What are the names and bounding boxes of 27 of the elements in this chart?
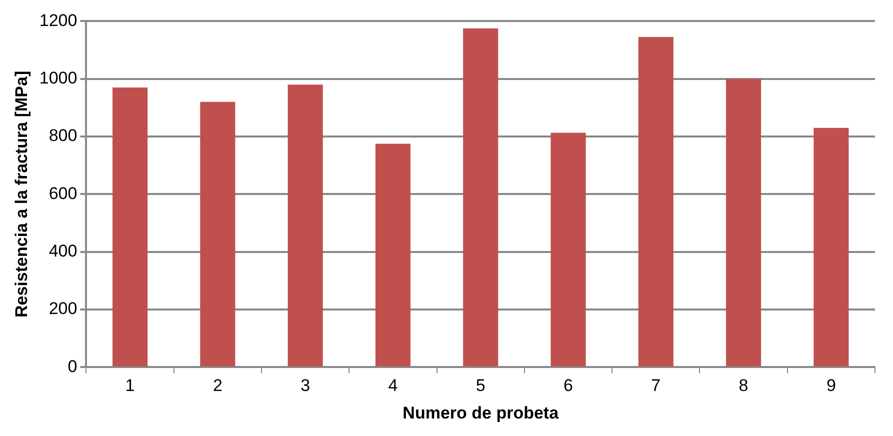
x-tick-label: 1	[125, 376, 135, 396]
x-tick-label: 6	[564, 376, 573, 396]
bar	[638, 37, 674, 366]
x-tick-label: 9	[826, 376, 836, 396]
y-axis-title: Resistencia a la fractura [MPa]	[12, 70, 31, 318]
bar	[550, 132, 586, 366]
x-tick-label: 4	[388, 376, 398, 396]
x-axis-title: Numero de probeta	[402, 403, 560, 422]
bar	[200, 102, 236, 366]
x-tick-label: 3	[300, 376, 310, 396]
x-tick-label: 2	[212, 376, 222, 396]
y-tick-label: 200	[48, 299, 78, 318]
bar	[375, 144, 410, 366]
y-tick-label: 1000	[39, 68, 78, 88]
y-tick-label: 600	[48, 184, 78, 203]
y-tick-label: 800	[48, 126, 78, 146]
bar	[814, 128, 849, 366]
x-tick-label: 5	[476, 376, 486, 396]
x-tick-label: 7	[651, 376, 661, 396]
bar	[463, 28, 498, 366]
bar	[726, 78, 762, 366]
bar	[112, 88, 148, 366]
y-tick-label: 400	[48, 242, 78, 261]
y-tick-label: 1200	[39, 10, 78, 30]
y-tick-label: 0	[68, 356, 78, 376]
x-tick-label: 8	[738, 376, 748, 396]
bar	[288, 84, 323, 366]
